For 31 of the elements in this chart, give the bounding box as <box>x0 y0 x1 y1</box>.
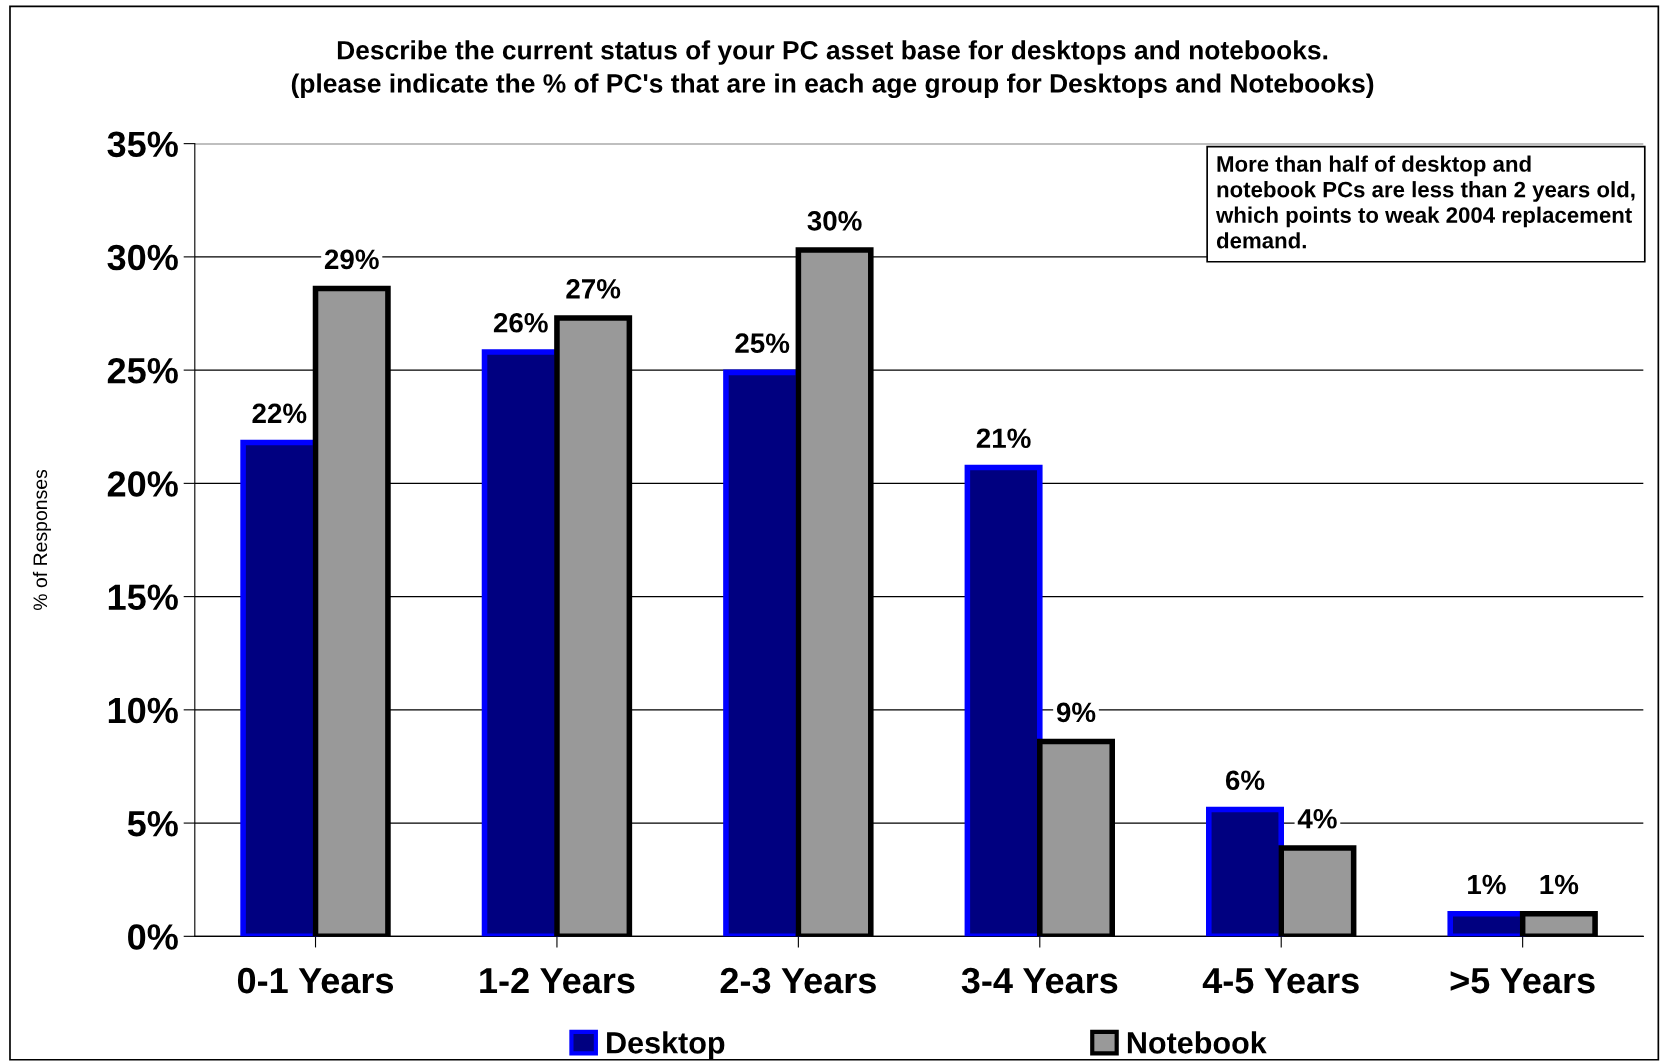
data-label: 30% <box>807 211 862 231</box>
data-label: 1% <box>1540 874 1579 895</box>
legend-label: Desktop <box>607 1031 725 1060</box>
y-tick-label: 35% <box>107 131 178 158</box>
data-label: 25% <box>735 333 790 354</box>
data-label: 1% <box>1468 874 1506 895</box>
annotation: More than half of desktop and notebook PCs are less than 2 years old, which points to weak 2004 replacement demand. <box>1215 155 1635 249</box>
y-tick-label: 30% <box>107 244 178 271</box>
x-tick-label: 1-2 Years <box>480 967 635 994</box>
x-tick-label: 0-1 Years <box>237 967 394 994</box>
y-tick-label: 25% <box>107 357 178 384</box>
legend-label: Notebook <box>1127 1031 1267 1054</box>
y-tick-label: 15% <box>108 584 178 611</box>
data-label: 4% <box>1297 809 1337 829</box>
data-label: 29% <box>324 249 379 270</box>
y-tick-label: 5% <box>127 811 178 837</box>
x-tick-label: 4-5 Years <box>1202 968 1359 994</box>
y-axis-title: % of Responses <box>32 469 51 611</box>
data-label: 26% <box>493 312 548 333</box>
x-tick-label: 2-3 Years <box>720 967 876 994</box>
data-label: 22% <box>252 403 307 424</box>
y-tick-label: 20% <box>107 471 178 497</box>
data-label: 21% <box>976 428 1031 449</box>
data-label: 6% <box>1225 770 1265 791</box>
y-tick-label: 10% <box>108 697 178 724</box>
y-tick-label: 0% <box>128 924 178 950</box>
data-label: 9% <box>1056 702 1096 723</box>
x-tick-label: >5 Years <box>1450 968 1595 994</box>
data-label: 27% <box>566 278 621 299</box>
chart-title: Describe the current status of your PC asset base for desktops and notebooks. (please indicate the % of PC's that are in each age group for Desktops and Notebooks) <box>291 40 1374 99</box>
x-tick-label: 3-4 Years <box>961 967 1118 994</box>
